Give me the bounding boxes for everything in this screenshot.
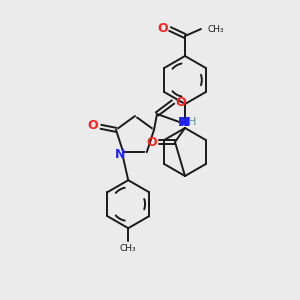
Text: O: O [158,22,168,34]
Text: O: O [176,95,186,109]
Text: H: H [188,117,196,127]
Text: N: N [115,148,125,161]
Text: CH₃: CH₃ [120,244,136,253]
Text: O: O [88,119,98,132]
Text: O: O [147,136,157,148]
Text: N: N [178,116,188,128]
Text: N: N [180,116,190,130]
Text: CH₃: CH₃ [208,25,225,34]
